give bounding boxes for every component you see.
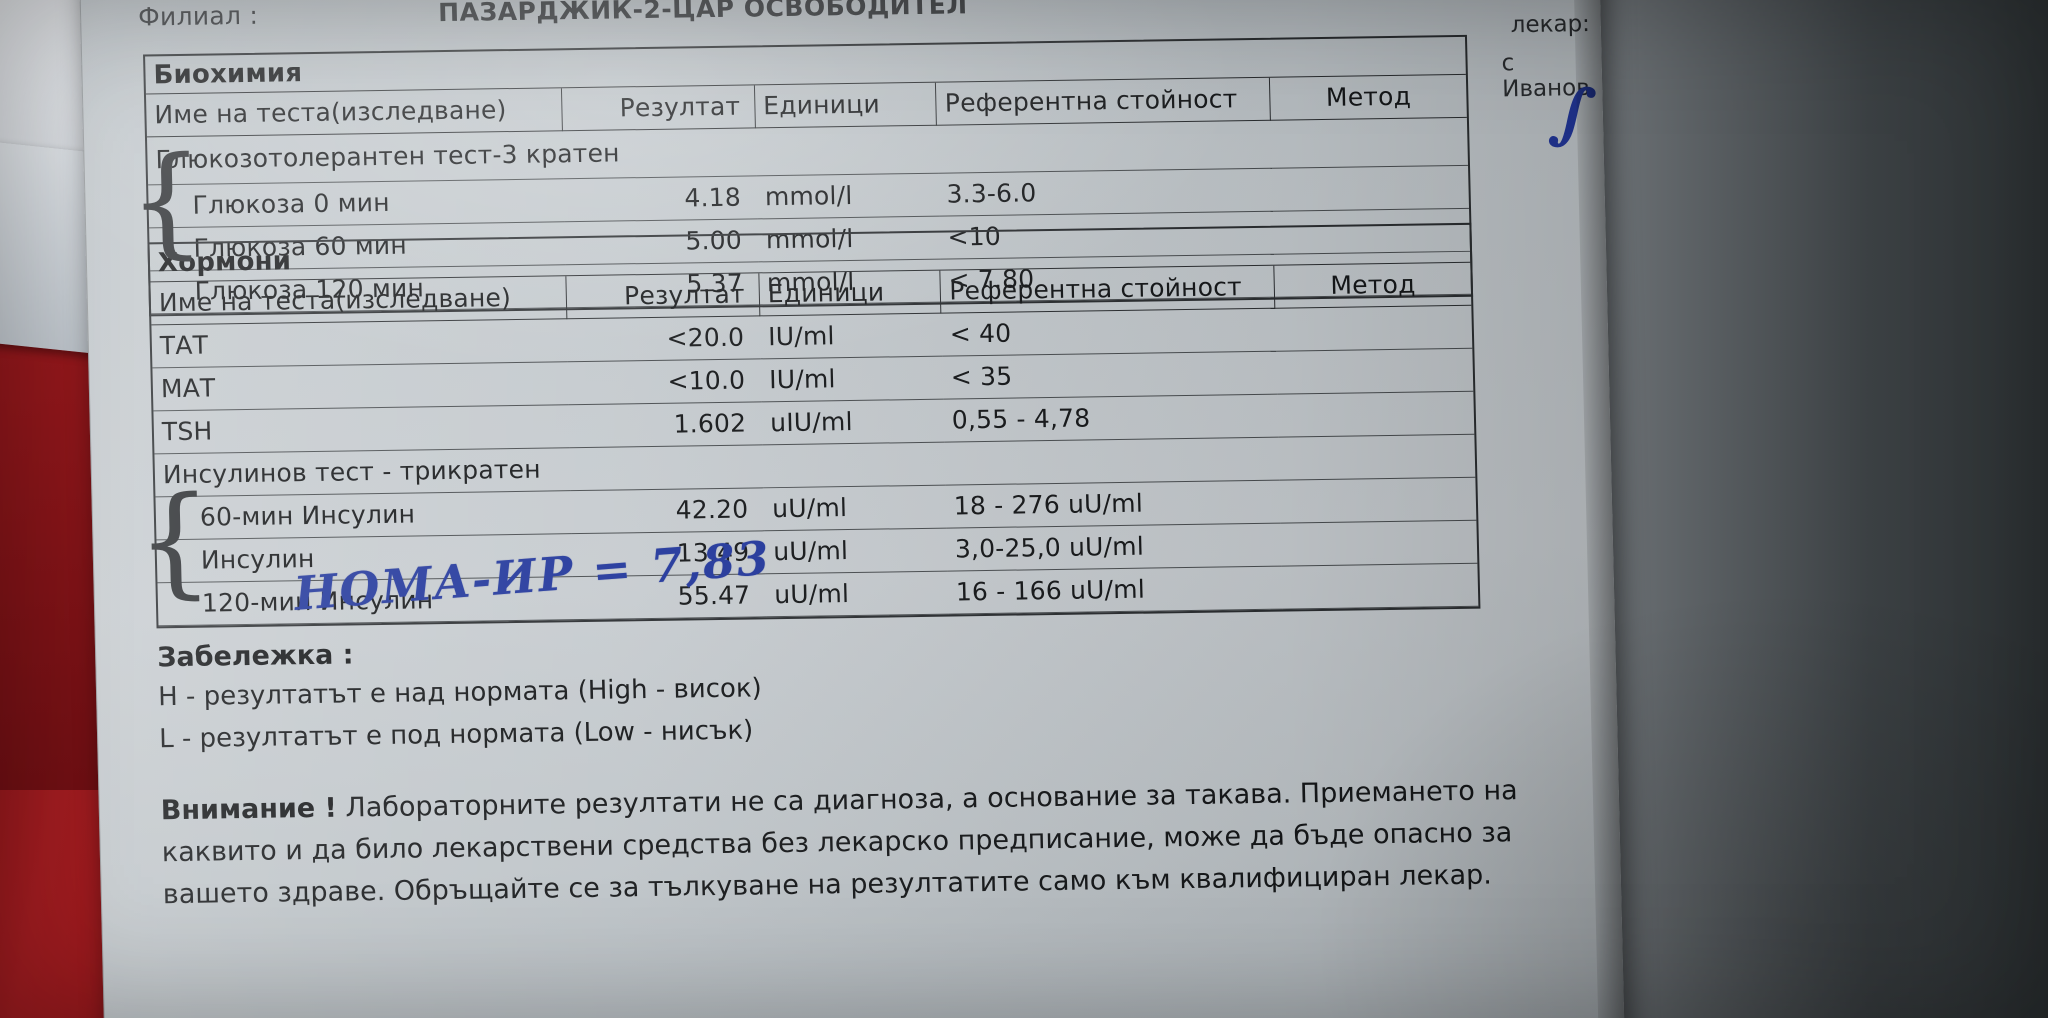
test-units: uU/ml bbox=[764, 528, 948, 574]
col-header-reference: Референтна стойност bbox=[935, 77, 1271, 126]
test-name: 60-мин Инсулин bbox=[155, 490, 572, 540]
col-header-name: Име на теста(изследване) bbox=[145, 88, 562, 137]
test-method bbox=[1279, 477, 1477, 524]
branch-value: ПАЗАРДЖИК-2-ЦАР ОСВОБОДИТЕЛ bbox=[437, 0, 968, 28]
test-method bbox=[1276, 348, 1474, 395]
col-header-name: Име на теста(изследване) bbox=[150, 276, 567, 325]
note-low-legend: L - резултатът е под нормата (Low - нисъ… bbox=[158, 715, 754, 755]
warning-body: Лабораторните резултати не са диагноза, … bbox=[161, 775, 1518, 911]
test-result: <10.0 bbox=[567, 358, 762, 405]
col-header-units: Единици bbox=[754, 82, 937, 128]
test-name: МАТ bbox=[152, 361, 569, 411]
test-reference: < 35 bbox=[942, 351, 1278, 400]
test-units: uU/ml bbox=[765, 571, 949, 617]
test-name: Глюкоза 0 мин bbox=[148, 178, 565, 228]
warning-bold-prefix: Внимание ! bbox=[160, 792, 338, 827]
col-header-method: Метод bbox=[1274, 262, 1472, 309]
test-reference: 18 - 276 uU/ml bbox=[945, 480, 1281, 529]
test-reference: < 40 bbox=[941, 308, 1277, 357]
test-result: 4.18 bbox=[563, 175, 758, 222]
test-result: <20.0 bbox=[566, 315, 761, 362]
note-high-legend: H - резултатът е над нормата (High - вис… bbox=[157, 673, 763, 713]
test-reference: 16 - 166 uU/ml bbox=[947, 566, 1283, 615]
test-units: mmol/l bbox=[756, 173, 940, 219]
warning-paragraph: Внимание ! Лабораторните резултати не са… bbox=[160, 770, 1563, 917]
col-header-method: Метод bbox=[1269, 74, 1467, 121]
test-method bbox=[1275, 305, 1473, 352]
test-reference: 3,0-25,0 uU/ml bbox=[946, 523, 1282, 572]
col-header-reference: Референтна стойност bbox=[940, 265, 1276, 314]
test-name: ТАТ bbox=[151, 318, 568, 368]
test-units: IU/ml bbox=[759, 313, 943, 359]
branch-row: Филиал : ПАЗАРДЖИК-2-ЦАР ОСВОБОДИТЕЛ bbox=[138, 0, 1539, 32]
col-header-result: Резултат bbox=[560, 85, 756, 131]
test-method bbox=[1281, 563, 1479, 610]
col-header-result: Резултат bbox=[565, 273, 760, 319]
background-right-strip bbox=[1600, 0, 2048, 1018]
test-method bbox=[1277, 391, 1475, 438]
test-name: TSH bbox=[153, 404, 570, 454]
test-reference: 3.3-6.0 bbox=[938, 168, 1273, 217]
notes-title: Забележка : bbox=[156, 639, 354, 674]
branch-label: Филиал : bbox=[137, 0, 259, 32]
test-units: uIU/ml bbox=[761, 399, 945, 445]
test-units: IU/ml bbox=[760, 356, 944, 402]
test-method bbox=[1280, 520, 1478, 567]
test-units: uU/ml bbox=[763, 485, 947, 531]
test-reference: 0,55 - 4,78 bbox=[943, 394, 1279, 443]
document-content: Филиал : ПАЗАРДЖИК-2-ЦАР ОСВОБОДИТЕЛ лека… bbox=[78, 0, 1625, 1018]
test-result: 42.20 bbox=[570, 487, 765, 534]
lab-report-sheet: Филиал : ПАЗАРДЖИК-2-ЦАР ОСВОБОДИТЕЛ лека… bbox=[78, 0, 1626, 1018]
col-header-units: Единици bbox=[758, 270, 942, 316]
group-brace-insulin: { bbox=[134, 471, 215, 612]
test-result: 1.602 bbox=[568, 401, 763, 448]
group-brace-glucose: { bbox=[126, 131, 207, 272]
test-method bbox=[1271, 165, 1470, 212]
